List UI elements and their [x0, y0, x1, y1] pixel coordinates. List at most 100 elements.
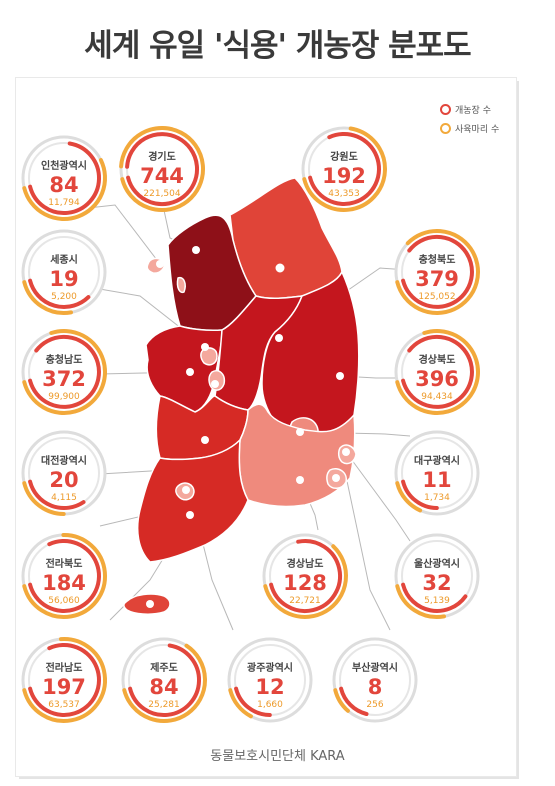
dogs-arc-jeonbuk [22, 532, 107, 619]
farms-arc-busan [339, 686, 369, 716]
ring-bg-gwangju [227, 637, 313, 723]
farms-arc-daejeon [28, 479, 86, 510]
farms-arc-gwangju [234, 686, 272, 717]
region-name: 경기도 [148, 152, 176, 163]
region-gyeongbuk: 경상북도 396 94,434 [394, 331, 480, 402]
marker-daejeon [211, 380, 219, 388]
region-dog-count: 56,060 [48, 596, 80, 606]
region-dog-count: 1,660 [257, 700, 283, 710]
marker-gyeonggi [192, 246, 200, 254]
region-dog-count: 11,794 [48, 198, 80, 208]
region-dog-count: 25,281 [148, 700, 180, 710]
farms-arc-jeju [128, 643, 202, 717]
region-farm-count: 372 [42, 367, 86, 391]
dogs-arc-sejong [22, 280, 73, 315]
marker-gwangju [182, 486, 190, 494]
marker-chungbuk [275, 334, 283, 342]
legend-dogs: 사육마리 수 [440, 119, 499, 138]
region-gyeongnam: 경상남도 128 22,721 [262, 535, 348, 606]
region-dog-count: 125,052 [418, 292, 456, 302]
marker-jeju [146, 600, 154, 608]
farms-arc-daegu [401, 479, 439, 510]
region-name: 충청남도 [45, 355, 83, 366]
region-farm-count: 396 [415, 367, 459, 391]
dogs-arc-gwangju [228, 688, 253, 719]
region-farm-count: 11 [422, 468, 452, 492]
region-jeonnam: 전라남도 197 63,537 [21, 639, 107, 710]
ring-bg-busan [332, 637, 418, 723]
dogs-arc-chungbuk [395, 228, 480, 315]
dogs-arc-incheon [22, 158, 107, 221]
region-dog-count: 63,537 [48, 700, 80, 710]
region-daejeon: 대전광역시 20 4,115 [21, 432, 107, 503]
marker-incheon [156, 260, 164, 268]
legend-farms: 개농장 수 [440, 100, 499, 119]
farms-arc-gyeongbuk [401, 334, 474, 409]
farms-arc-gyeonggi [125, 132, 200, 207]
dogs-arc-gyeongbuk [395, 329, 480, 415]
region-name: 울산광역시 [414, 559, 460, 570]
page-title: 세계 유일 '식용' 개농장 분포도 [84, 28, 471, 64]
region-jeonbuk: 전라북도 184 56,060 [21, 535, 107, 606]
region-shape-jeonnam [137, 439, 249, 563]
dogs-arc-ulsan [395, 584, 446, 619]
region-name: 부산광역시 [352, 663, 398, 674]
legend-farms-label: 개농장 수 [455, 106, 491, 116]
region-incheon: 인천광역시 84 11,794 [21, 137, 107, 208]
farms-arc-ulsan [401, 582, 468, 613]
region-farm-count: 192 [322, 164, 366, 188]
region-chungnam: 충청남도 372 99,900 [21, 331, 107, 402]
region-busan: 부산광역시 8 256 [332, 639, 418, 710]
marker-gangwon [275, 263, 285, 273]
dogs-arc-gyeongnam [263, 544, 348, 619]
leader-incheon [87, 204, 161, 265]
leader-busan [342, 461, 391, 631]
legend-dogs-dot [440, 123, 451, 134]
region-name: 대구광역시 [414, 456, 460, 467]
dogs-arc-chungnam [22, 329, 107, 415]
region-dog-count: 5,139 [424, 596, 450, 606]
marker-daegu [296, 428, 304, 436]
region-shape-sejong [200, 347, 218, 366]
dogs-arc-daejeon [22, 481, 66, 516]
region-farm-count: 32 [422, 571, 452, 595]
ring-bg-daegu [394, 430, 480, 516]
leader-ulsan [345, 451, 411, 542]
dogs-arc-jeju [122, 643, 207, 723]
region-farm-count: 128 [283, 571, 327, 595]
region-name: 광주광역시 [247, 663, 293, 674]
dogs-arc-gangwon [302, 126, 387, 212]
region-farm-count: 184 [42, 571, 86, 595]
region-markers [146, 246, 350, 608]
region-name: 강원도 [330, 152, 358, 163]
region-dog-count: 4,115 [51, 493, 77, 503]
legend: 개농장 수 사육마리 수 [440, 100, 499, 138]
marker-jeonbuk [201, 436, 209, 444]
region-dog-count: 221,504 [143, 189, 181, 199]
region-dog-count: 1,734 [424, 493, 450, 503]
region-farm-count: 20 [49, 468, 79, 492]
farms-arc-sejong [28, 278, 91, 309]
legend-dogs-label: 사육마리 수 [455, 125, 500, 135]
region-name: 대전광역시 [41, 456, 87, 467]
farms-arc-incheon [28, 141, 102, 215]
legend-farms-dot [440, 104, 451, 115]
farms-arc-jeonnam [28, 642, 101, 717]
region-farm-count: 84 [49, 173, 79, 197]
region-name: 경상남도 [286, 559, 324, 570]
region-name: 전라남도 [45, 663, 83, 674]
region-sejong: 세종시 19 5,200 [21, 231, 107, 302]
region-dog-count: 94,434 [421, 392, 453, 402]
region-farm-count: 12 [255, 675, 285, 699]
marker-jeonnam [186, 511, 194, 519]
region-farm-count: 744 [140, 164, 184, 188]
region-farm-count: 197 [42, 675, 86, 699]
region-farm-count: 8 [367, 675, 383, 699]
region-name: 인천광역시 [41, 161, 87, 172]
ring-inner-bg-busan [339, 644, 411, 716]
region-dog-count: 99,900 [48, 392, 80, 402]
dogs-arc-daegu [395, 481, 423, 513]
region-name: 전라북도 [45, 559, 83, 570]
region-dog-count: 256 [366, 700, 384, 710]
region-daegu: 대구광역시 11 1,734 [394, 432, 480, 503]
